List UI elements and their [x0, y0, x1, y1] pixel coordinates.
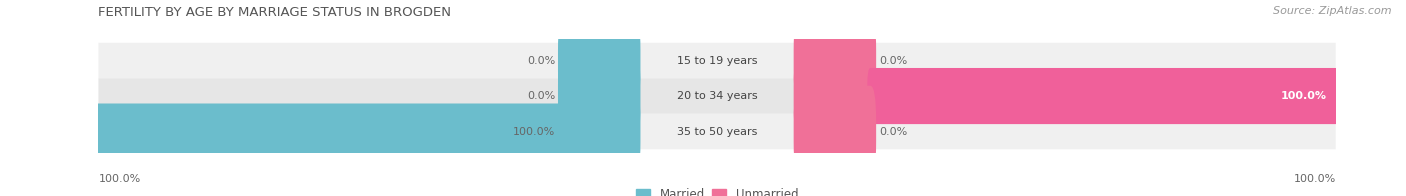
FancyBboxPatch shape [98, 114, 1336, 149]
FancyBboxPatch shape [868, 68, 1339, 124]
FancyBboxPatch shape [558, 50, 641, 142]
Text: 0.0%: 0.0% [527, 91, 555, 101]
Text: 100.0%: 100.0% [1281, 91, 1327, 101]
Text: 0.0%: 0.0% [527, 55, 555, 65]
FancyBboxPatch shape [793, 50, 876, 142]
Text: FERTILITY BY AGE BY MARRIAGE STATUS IN BROGDEN: FERTILITY BY AGE BY MARRIAGE STATUS IN B… [98, 6, 451, 19]
Text: 100.0%: 100.0% [98, 174, 141, 184]
Text: 0.0%: 0.0% [879, 127, 907, 137]
Text: 15 to 19 years: 15 to 19 years [676, 55, 758, 65]
Legend: Married, Unmarried: Married, Unmarried [631, 184, 803, 196]
FancyBboxPatch shape [793, 86, 876, 177]
Text: 35 to 50 years: 35 to 50 years [676, 127, 758, 137]
FancyBboxPatch shape [558, 86, 641, 177]
Text: 100.0%: 100.0% [513, 127, 555, 137]
Text: 100.0%: 100.0% [1294, 174, 1336, 184]
Text: 20 to 34 years: 20 to 34 years [676, 91, 758, 101]
FancyBboxPatch shape [793, 15, 876, 106]
FancyBboxPatch shape [558, 15, 641, 106]
Text: Source: ZipAtlas.com: Source: ZipAtlas.com [1274, 6, 1392, 16]
FancyBboxPatch shape [25, 103, 567, 160]
FancyBboxPatch shape [98, 43, 1336, 78]
Text: 0.0%: 0.0% [879, 55, 907, 65]
FancyBboxPatch shape [98, 78, 1336, 114]
